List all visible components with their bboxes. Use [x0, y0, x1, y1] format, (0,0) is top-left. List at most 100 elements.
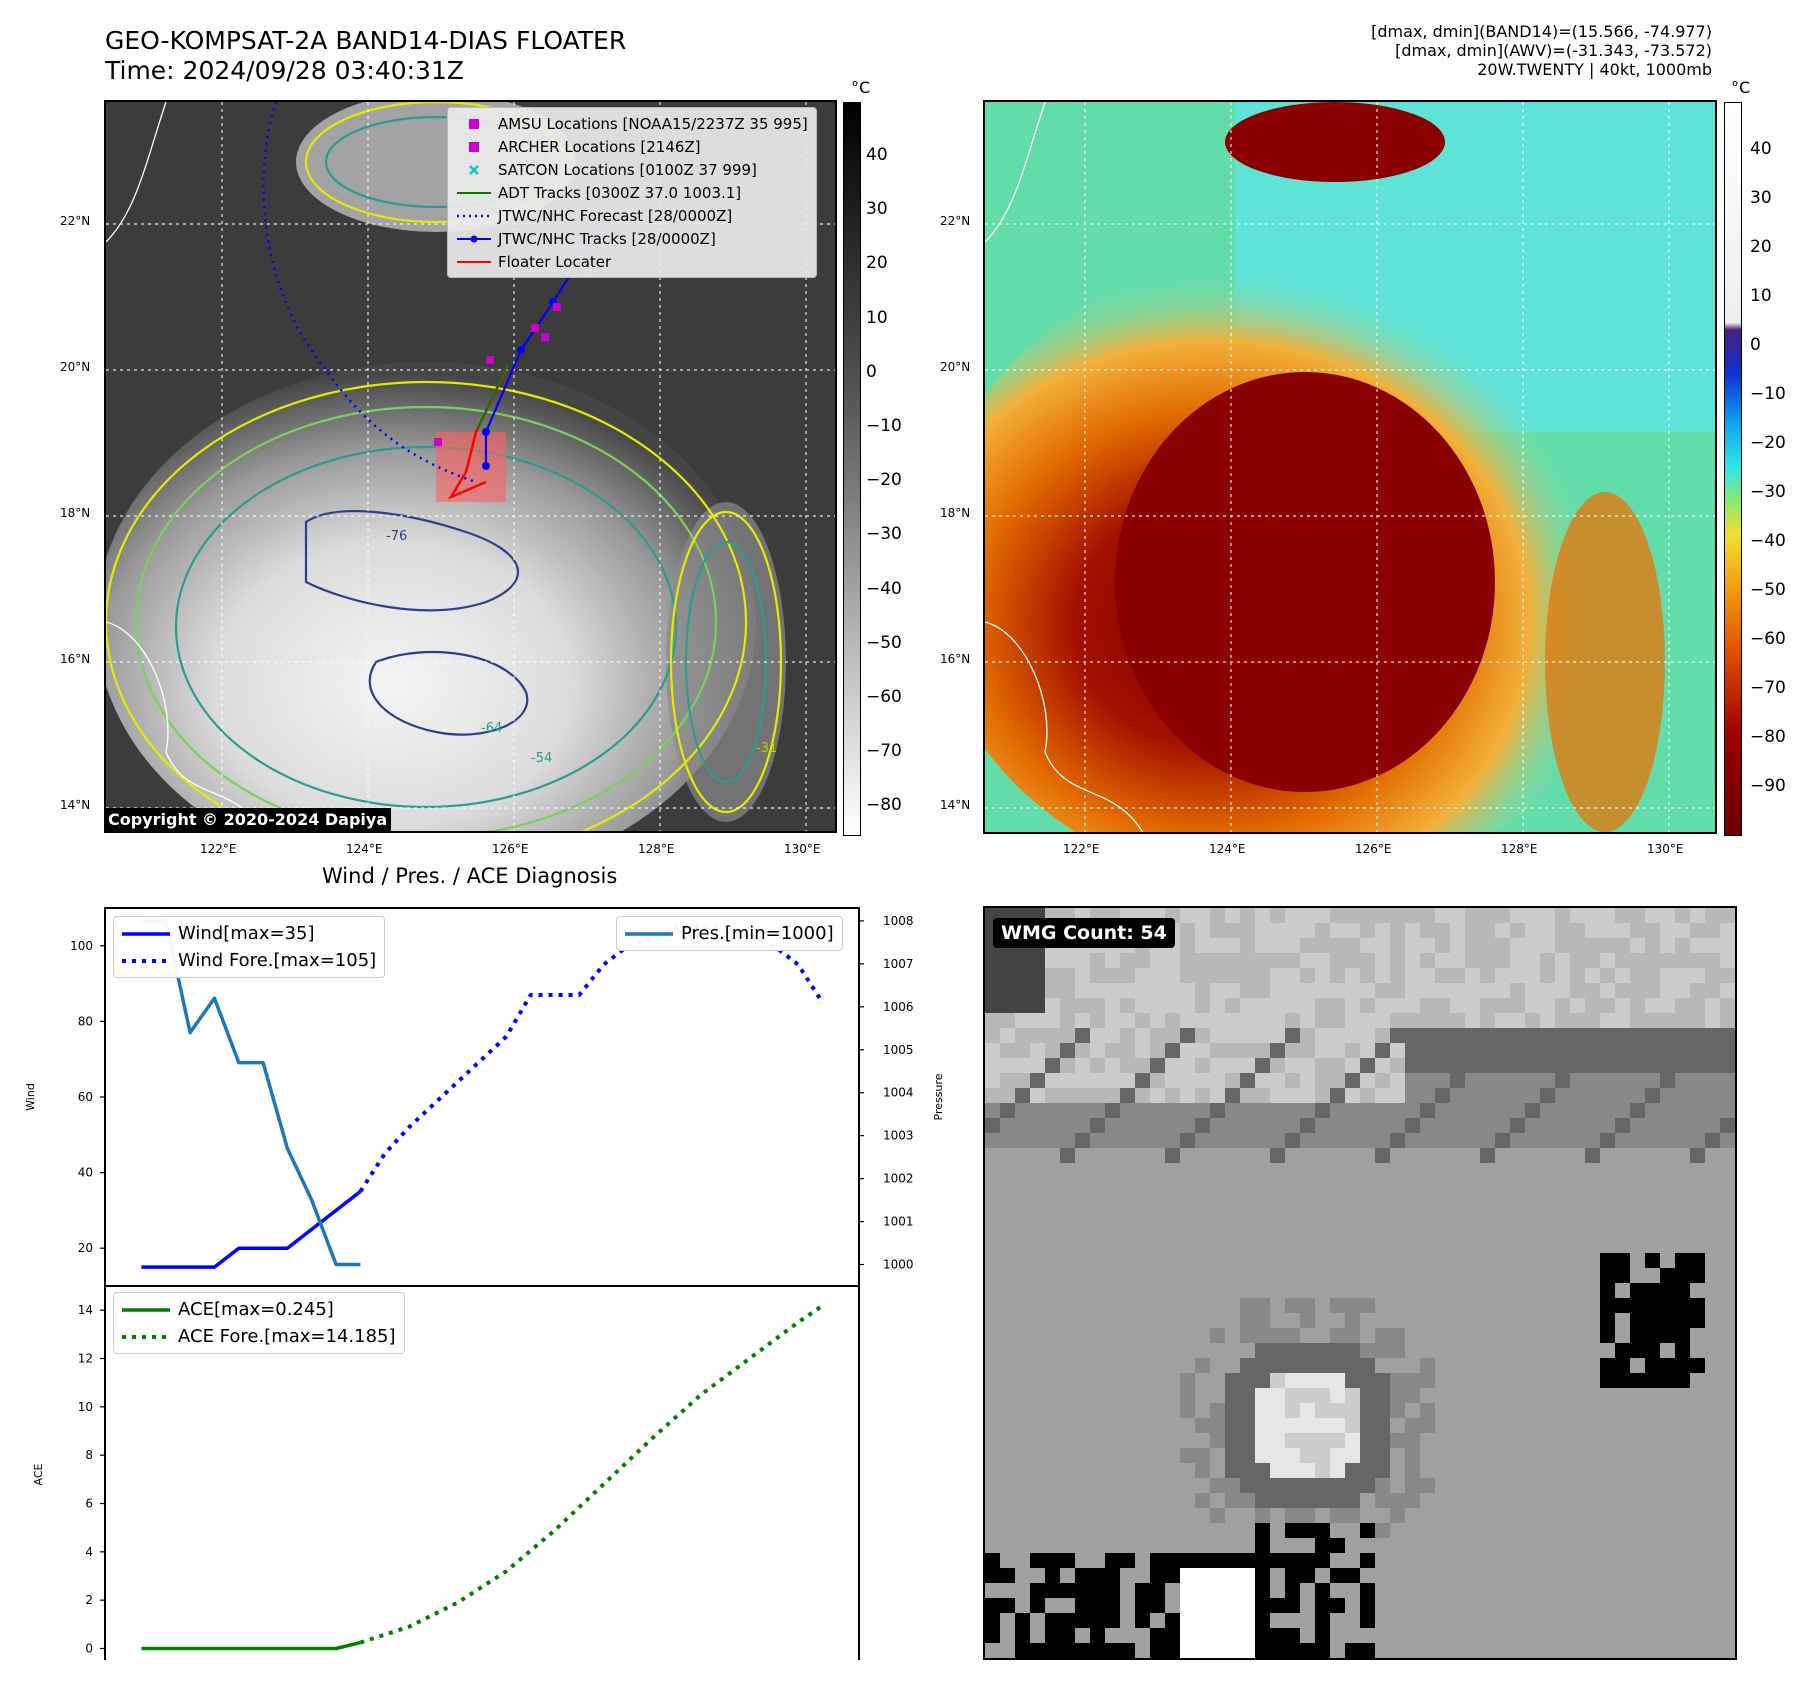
- wmg-cell: [1705, 1223, 1720, 1238]
- wmg-cell: [1330, 1358, 1345, 1373]
- wmg-cell: [1135, 953, 1150, 968]
- wmg-cell: [1090, 1448, 1105, 1463]
- wmg-cell: [1450, 1013, 1465, 1028]
- wmg-cell: [1570, 1448, 1585, 1463]
- wmg-cell: [985, 1583, 1000, 1598]
- wmg-cell: [1270, 1283, 1285, 1298]
- wmg-cell: [1555, 1583, 1570, 1598]
- wmg-cell: [1300, 1013, 1315, 1028]
- wmg-cell: [1000, 1193, 1015, 1208]
- wmg-cell: [1420, 1133, 1435, 1148]
- wmg-cell: [1450, 983, 1465, 998]
- wmg-cell: [1555, 1538, 1570, 1553]
- wmg-cell: [1660, 1433, 1675, 1448]
- wmg-cell: [1195, 1028, 1210, 1043]
- wmg-cell: [1120, 1028, 1135, 1043]
- wmg-cell: [1705, 1628, 1720, 1643]
- wmg-cell: [1675, 1223, 1690, 1238]
- wmg-cell: [1630, 1478, 1645, 1493]
- wmg-cell: [1135, 1628, 1150, 1643]
- wmg-cell: [1615, 1223, 1630, 1238]
- wmg-cell: [1480, 1628, 1495, 1643]
- wmg-cell: [1255, 1628, 1270, 1643]
- wmg-cell: [985, 1418, 1000, 1433]
- wmg-cell: [1510, 1328, 1525, 1343]
- wmg-cell: [1030, 1433, 1045, 1448]
- wmg-cell: [1210, 998, 1225, 1013]
- wmg-cell: [1270, 923, 1285, 938]
- wmg-cell: [1030, 1463, 1045, 1478]
- wmg-cell: [1165, 1613, 1180, 1628]
- wmg-cell: [1300, 1523, 1315, 1538]
- wmg-cell: [1420, 998, 1435, 1013]
- wmg-cell: [1015, 1103, 1030, 1118]
- wmg-cell: [1360, 1523, 1375, 1538]
- wmg-cell: [1675, 1448, 1690, 1463]
- wmg-cell: [1345, 1463, 1360, 1478]
- wmg-cell: [1480, 1133, 1495, 1148]
- wmg-cell: [1060, 1238, 1075, 1253]
- wmg-cell: [1225, 1178, 1240, 1193]
- wmg-cell: [1210, 1583, 1225, 1598]
- y2-tick-label: 1004: [883, 1086, 914, 1100]
- wmg-cell: [1045, 1478, 1060, 1493]
- wmg-cell: [1660, 1553, 1675, 1568]
- wmg-cell: [1285, 1208, 1300, 1223]
- wmg-cell: [1060, 953, 1075, 968]
- wmg-cell: [1615, 1538, 1630, 1553]
- wmg-cell: [1315, 1043, 1330, 1058]
- wmg-cell: [1480, 968, 1495, 983]
- wmg-cell: [1390, 1568, 1405, 1583]
- wmg-cell: [1360, 1403, 1375, 1418]
- wmg-cell: [1600, 1478, 1615, 1493]
- wmg-cell: [1540, 1598, 1555, 1613]
- wmg-cell: [1555, 1193, 1570, 1208]
- wmg-cell: [1420, 1523, 1435, 1538]
- wmg-cell: [1720, 1598, 1735, 1613]
- wmg-cell: [1645, 1598, 1660, 1613]
- wmg-cell: [1390, 998, 1405, 1013]
- wmg-cell: [1450, 1118, 1465, 1133]
- wmg-cell: [1225, 1478, 1240, 1493]
- wmg-cell: [1705, 1133, 1720, 1148]
- wmg-cell: [1135, 1508, 1150, 1523]
- wmg-cell: [1210, 1283, 1225, 1298]
- wmg-cell: [1225, 1463, 1240, 1478]
- wmg-cell: [1645, 1178, 1660, 1193]
- wmg-cell: [1225, 1103, 1240, 1118]
- y2-tick-label: 1005: [883, 1043, 914, 1057]
- colorbar-tick: 20: [1750, 237, 1772, 257]
- wmg-cell: [1180, 1133, 1195, 1148]
- wmg-cell: [1495, 1523, 1510, 1538]
- wmg-cell: [1345, 1418, 1360, 1433]
- wmg-cell: [1270, 1313, 1285, 1328]
- wmg-cell: [1090, 1583, 1105, 1598]
- wmg-cell: [1690, 1388, 1705, 1403]
- wmg-cell: [1705, 1043, 1720, 1058]
- wmg-cell: [1105, 1283, 1120, 1298]
- wmg-cell: [1510, 1283, 1525, 1298]
- wmg-cell: [1330, 1583, 1345, 1598]
- wmg-cell: [1285, 1583, 1300, 1598]
- wmg-cell: [1255, 1298, 1270, 1313]
- wmg-cell: [1720, 1313, 1735, 1328]
- wmg-cell: [1165, 1283, 1180, 1298]
- wmg-cell: [1360, 1118, 1375, 1133]
- wmg-cell: [1465, 1028, 1480, 1043]
- wmg-cell: [1000, 1088, 1015, 1103]
- wmg-cell: [1165, 953, 1180, 968]
- wmg-cell: [1690, 1118, 1705, 1133]
- wmg-cell: [1330, 1178, 1345, 1193]
- wmg-cell: [1600, 1418, 1615, 1433]
- wmg-cell: [1480, 1073, 1495, 1088]
- wmg-cell: [1000, 1448, 1015, 1463]
- wmg-cell: [1435, 1238, 1450, 1253]
- wmg-cell: [1420, 1178, 1435, 1193]
- wmg-cell: [1045, 1583, 1060, 1598]
- line-icon: [625, 931, 673, 936]
- wmg-cell: [1075, 1013, 1090, 1028]
- wmg-cell: [1345, 1208, 1360, 1223]
- wmg-cell: [1480, 1493, 1495, 1508]
- wmg-cell: [1360, 1268, 1375, 1283]
- wmg-cell: [1465, 1373, 1480, 1388]
